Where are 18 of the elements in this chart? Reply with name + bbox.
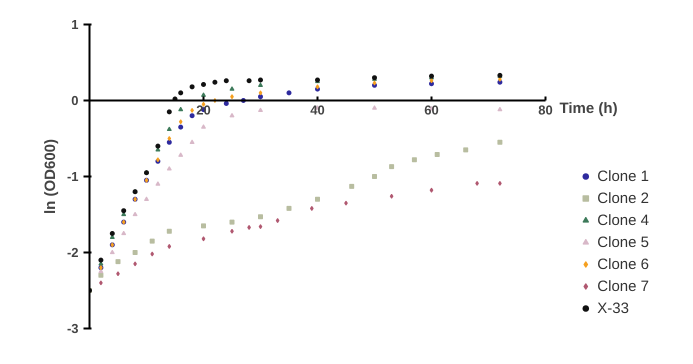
y-tick-label: -3	[66, 321, 79, 336]
x-axis-title: Time (h)	[560, 100, 618, 117]
y-tick-label: 1	[71, 17, 79, 32]
y-tick-label: -1	[66, 169, 79, 184]
legend-label: Clone 2	[597, 190, 649, 206]
legend-label: Clone 1	[597, 168, 649, 184]
y-tick-label: 0	[71, 93, 79, 108]
x-tick-label: 60	[424, 102, 439, 118]
legend-label: X-33	[597, 300, 629, 316]
y-axis-title: ln (OD600)	[42, 138, 59, 214]
x-tick-label: 20	[196, 102, 211, 118]
legend-label: Clone 6	[597, 256, 649, 272]
legend-label: Clone 5	[597, 234, 649, 250]
x-tick-label: 40	[310, 102, 325, 118]
y-tick-label: -2	[66, 245, 79, 260]
legend-label: Clone 7	[597, 278, 649, 294]
legend-label: Clone 4	[597, 212, 649, 228]
x-tick-label: 80	[538, 102, 553, 118]
